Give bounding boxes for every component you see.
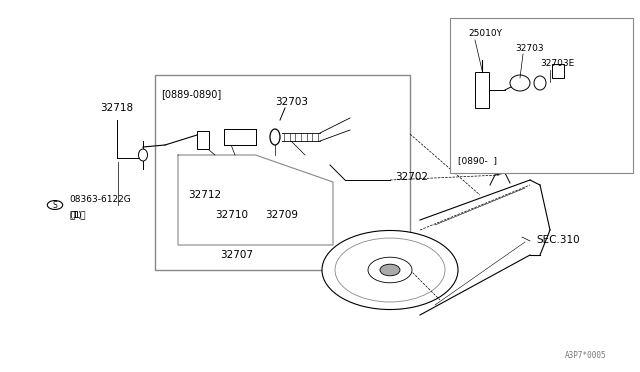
Ellipse shape xyxy=(534,76,546,90)
Bar xyxy=(155,75,410,270)
Text: S: S xyxy=(52,201,58,209)
Bar xyxy=(475,72,489,108)
Text: A3P7*0005: A3P7*0005 xyxy=(565,350,607,359)
Ellipse shape xyxy=(138,149,147,161)
Circle shape xyxy=(47,201,63,209)
Circle shape xyxy=(322,231,458,310)
Text: 32712: 32712 xyxy=(188,190,221,200)
Text: 08363-6122G: 08363-6122G xyxy=(69,196,131,205)
Text: 32707: 32707 xyxy=(220,250,253,260)
Text: [0890-  ]: [0890- ] xyxy=(458,157,497,166)
Circle shape xyxy=(368,257,412,283)
Text: (1): (1) xyxy=(69,211,82,219)
Text: 32710: 32710 xyxy=(215,210,248,220)
Text: 32703E: 32703E xyxy=(540,58,574,67)
Text: 32709: 32709 xyxy=(265,210,298,220)
Ellipse shape xyxy=(270,129,280,145)
Ellipse shape xyxy=(510,75,530,91)
Text: 25010Y: 25010Y xyxy=(468,29,502,38)
Text: [0889-0890]: [0889-0890] xyxy=(161,89,221,99)
Circle shape xyxy=(380,264,400,276)
Text: 32702: 32702 xyxy=(395,172,428,182)
Text: 32703: 32703 xyxy=(515,44,543,52)
Bar xyxy=(197,131,209,149)
Bar xyxy=(450,18,633,173)
Text: 【1】: 【1】 xyxy=(69,211,86,219)
Circle shape xyxy=(335,238,445,302)
Bar xyxy=(552,64,564,78)
Text: 32718: 32718 xyxy=(100,103,133,113)
Text: SEC.310: SEC.310 xyxy=(536,235,580,245)
Bar xyxy=(224,129,256,145)
Text: 32703: 32703 xyxy=(275,97,308,107)
